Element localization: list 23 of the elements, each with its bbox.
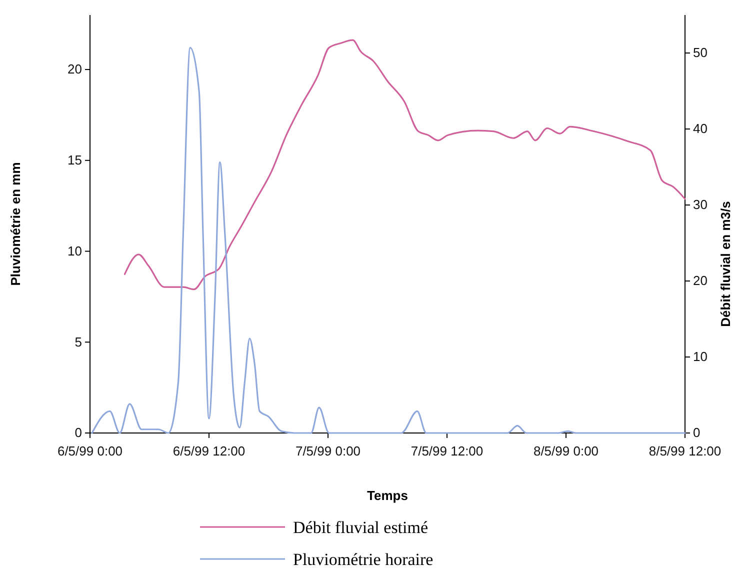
line-series: [124, 39, 686, 290]
y-tick-label: 0: [74, 425, 82, 440]
legend-label: Pluviométrie horaire: [293, 550, 434, 569]
y-tick-label: 15: [68, 152, 82, 168]
y2-tick-label: 30: [693, 197, 708, 212]
y2-tick-label: 20: [693, 273, 708, 288]
y2-tick-label: 50: [693, 45, 708, 60]
x-axis-title: Temps: [367, 488, 408, 503]
y2-tick-label: 0: [693, 425, 700, 440]
y-tick-label: 10: [68, 243, 82, 258]
x-tick-label: 8/5/99 0:00: [533, 443, 599, 458]
x-tick-label: 7/5/99 12:00: [410, 443, 484, 458]
y2-axis-title: Débit fluvial en m3/s: [718, 201, 733, 327]
x-tick-label: 8/5/99 12:00: [648, 443, 722, 458]
x-tick-label: 6/5/99 12:00: [172, 443, 246, 458]
x-tick-label: 6/5/99 0:00: [57, 443, 123, 458]
y2-tick-label: 40: [693, 121, 708, 136]
x-tick-label: 7/5/99 0:00: [295, 443, 361, 458]
y2-tick-label: 10: [693, 349, 708, 364]
legend-label: Débit fluvial estimé: [293, 518, 428, 537]
y-tick-label: 20: [68, 62, 82, 77]
y-tick-label: 5: [74, 334, 82, 350]
y-axis-title: Pluviométrie en mm: [8, 162, 23, 286]
